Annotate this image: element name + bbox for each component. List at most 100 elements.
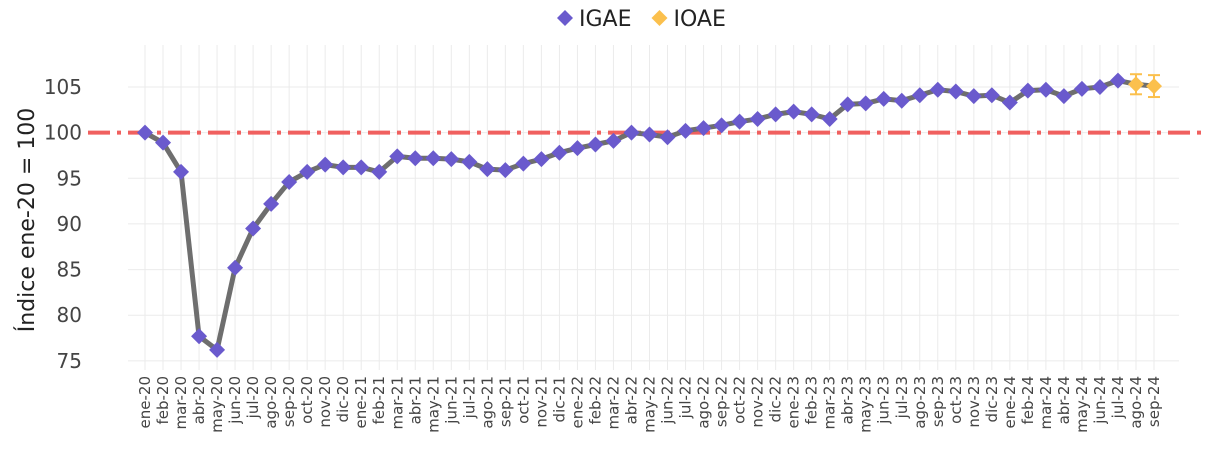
x-tick-label: may-23 <box>857 376 875 433</box>
marker <box>371 163 388 180</box>
marker <box>965 88 982 105</box>
marker <box>875 90 892 107</box>
x-tick-label: oct-20 <box>298 376 316 424</box>
x-tick-label: nov-22 <box>749 376 767 428</box>
marker <box>659 129 676 146</box>
marker <box>1019 82 1036 99</box>
x-tick-label: ene-22 <box>568 376 586 428</box>
marker <box>605 132 622 149</box>
marker <box>227 259 244 276</box>
x-tick-label: may-20 <box>208 376 226 433</box>
x-tick-label: ago-20 <box>262 376 280 429</box>
marker <box>155 134 172 151</box>
x-tick-label: dic-22 <box>767 376 785 422</box>
x-tick-label: ene-21 <box>352 376 370 428</box>
marker <box>191 328 208 345</box>
x-tick-label: abr-22 <box>622 376 640 424</box>
marker <box>515 155 532 172</box>
y-tick-label: 85 <box>57 258 82 282</box>
marker <box>911 87 928 104</box>
marker <box>551 144 568 161</box>
x-tick-label: may-21 <box>424 376 442 433</box>
marker <box>173 163 190 180</box>
x-tick-label: feb-24 <box>1019 376 1037 425</box>
x-tick-label: dic-21 <box>550 376 568 422</box>
x-tick-label: sep-24 <box>1145 376 1163 427</box>
marker <box>1001 94 1018 111</box>
marker <box>749 110 766 127</box>
legend-marker <box>557 10 573 26</box>
marker <box>317 156 334 173</box>
marker <box>533 151 550 168</box>
x-tick-label: ene-20 <box>136 376 154 428</box>
x-tick-label: sep-21 <box>496 376 514 427</box>
x-tick-label: jul-24 <box>1109 376 1127 419</box>
marker <box>587 136 604 153</box>
marker <box>335 159 352 176</box>
marker <box>1091 78 1108 95</box>
legend-marker <box>651 10 668 26</box>
x-tick-label: jul-21 <box>460 376 478 419</box>
marker <box>839 96 856 113</box>
x-tick-label: mar-24 <box>1037 376 1055 430</box>
x-tick-label: jun-22 <box>659 376 677 425</box>
x-tick-label: mar-21 <box>388 376 406 430</box>
marker <box>1055 88 1072 105</box>
marker <box>443 151 460 168</box>
marker <box>821 110 838 127</box>
marker <box>353 159 370 176</box>
marker <box>137 124 153 141</box>
marker <box>479 161 496 178</box>
marker <box>1146 78 1162 95</box>
x-tick-label: ene-24 <box>1001 376 1019 428</box>
marker <box>929 81 946 98</box>
marker <box>695 120 712 137</box>
x-tick-label: abr-21 <box>406 376 424 424</box>
x-tick-label: oct-23 <box>947 376 965 424</box>
x-tick-label: jul-20 <box>244 376 262 419</box>
x-tick-label: nov-20 <box>316 376 334 428</box>
x-tick-label: mar-23 <box>821 376 839 430</box>
marker <box>1127 76 1144 93</box>
x-tick-label: nov-21 <box>532 376 550 428</box>
x-tick-label: jun-21 <box>442 376 460 425</box>
x-tick-label: feb-22 <box>586 376 604 425</box>
x-tick-label: sep-20 <box>280 376 298 427</box>
marker <box>461 153 478 170</box>
y-tick-label: 105 <box>44 75 82 99</box>
x-tick-label: ene-23 <box>785 376 803 428</box>
x-tick-label: feb-21 <box>370 376 388 425</box>
x-tick-label: may-24 <box>1073 376 1091 433</box>
x-tick-label: nov-23 <box>965 376 983 428</box>
x-tick-label: dic-23 <box>983 376 1001 422</box>
marker <box>425 150 442 167</box>
y-axis-title: Índice ene-20 = 100 <box>14 108 40 333</box>
marker <box>497 162 514 179</box>
marker <box>677 122 694 139</box>
marker <box>857 95 874 112</box>
marker <box>893 92 910 109</box>
marker <box>407 150 424 167</box>
marker <box>263 195 280 212</box>
marker <box>767 106 784 123</box>
marker <box>731 113 748 130</box>
x-tick-label: ago-22 <box>695 376 713 429</box>
x-tick-label: dic-20 <box>334 376 352 422</box>
marker <box>209 341 226 358</box>
y-tick-label: 80 <box>57 303 82 327</box>
legend-label: IOAE <box>674 7 726 32</box>
x-tick-label: ago-24 <box>1127 376 1145 429</box>
marker <box>389 148 406 165</box>
x-tick-label: abr-24 <box>1055 376 1073 424</box>
x-tick-label: sep-22 <box>713 376 731 427</box>
x-tick-label: feb-23 <box>803 376 821 425</box>
y-tick-label: 95 <box>57 166 82 190</box>
x-tick-label: abr-20 <box>190 376 208 424</box>
x-tick-label: jul-23 <box>893 376 911 419</box>
x-tick-label: ago-21 <box>478 376 496 429</box>
x-tick-label: may-22 <box>641 376 659 433</box>
x-tick-label: jun-24 <box>1091 376 1109 425</box>
marker <box>623 124 640 141</box>
marker <box>245 220 262 237</box>
